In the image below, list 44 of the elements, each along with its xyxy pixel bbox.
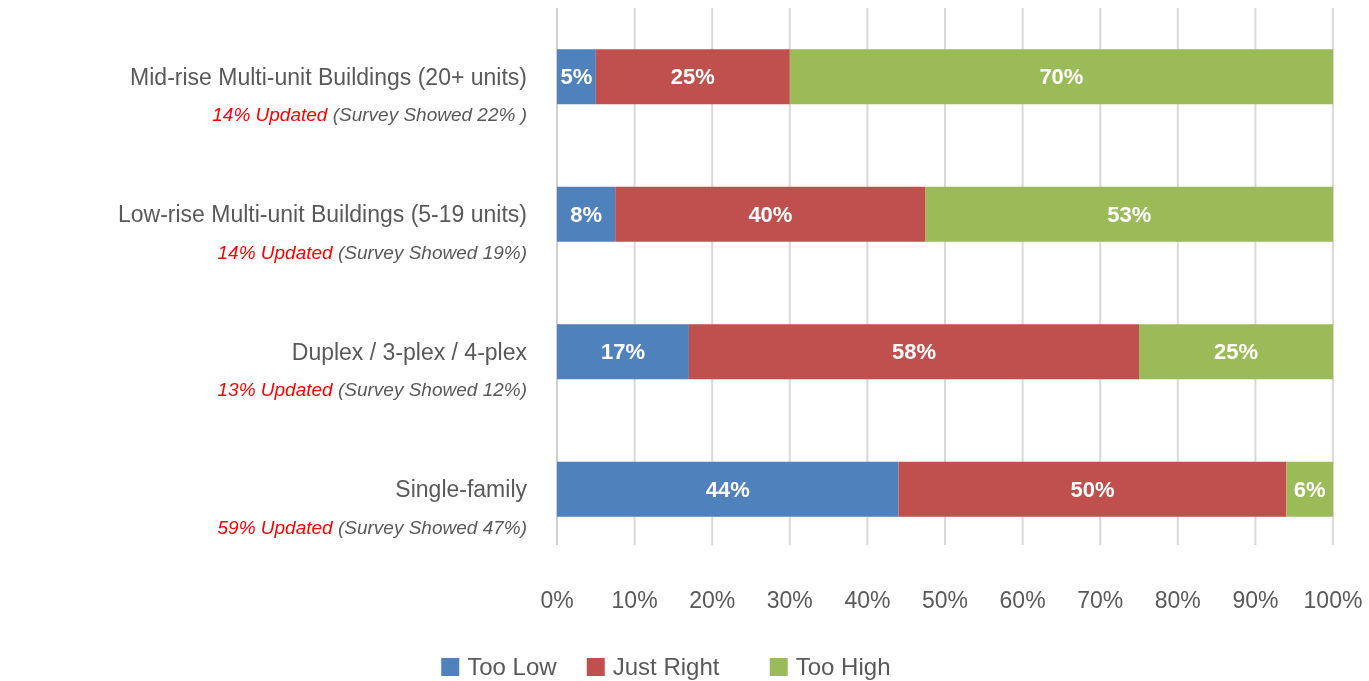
bar [595, 49, 790, 105]
x-tick-label: 50% [921, 587, 969, 614]
x-tick-label: 100% [1303, 587, 1363, 614]
data-label: 40% [748, 201, 793, 227]
data-label: 70% [1039, 64, 1084, 90]
x-tick-label: 30% [766, 587, 813, 614]
x-tick-label: 80% [1154, 587, 1201, 614]
x-tick-label: 20% [689, 587, 736, 614]
data-label: 58% [891, 339, 936, 365]
data-label: 8% [570, 201, 602, 227]
bar [789, 49, 1333, 105]
x-tick-label: 90% [1232, 587, 1279, 614]
bar [557, 186, 616, 242]
y-tick-label: Mid-rise Multi-unit Buildings (20+ units) [130, 63, 527, 90]
data-label: 50% [1070, 476, 1115, 502]
x-tick-label: 40% [844, 587, 891, 614]
data-label: 25% [1213, 339, 1259, 365]
bar [688, 324, 1139, 380]
data-label: 17% [600, 339, 645, 365]
bar [557, 324, 689, 380]
y-tick-label: Low-rise Multi-unit Buildings (5-19 units) [117, 201, 527, 228]
text: 14% Updated (Survey Showed 19%) [217, 241, 527, 263]
legend-label: Too High [795, 653, 891, 681]
x-tick-label: 60% [999, 587, 1046, 614]
text: 13% Updated (Survey Showed 12%) [217, 379, 527, 401]
data-label: 44% [705, 476, 750, 502]
y-tick-label: Duplex / 3-plex / 4-plex [291, 338, 528, 365]
bar [925, 186, 1333, 242]
legend-label: Too Low [467, 653, 558, 681]
x-tick-label: 0% [540, 587, 574, 614]
text: 59% Updated (Survey Showed 47%) [217, 516, 527, 538]
x-tick-label: 10% [611, 587, 658, 614]
data-label: 6% [1293, 476, 1326, 502]
bar [557, 461, 899, 517]
data-label: 53% [1107, 201, 1152, 227]
data-label: 5% [560, 64, 593, 90]
bar [1139, 324, 1333, 380]
data-label: 25% [670, 64, 715, 90]
x-tick-label: 70% [1077, 587, 1124, 614]
legend-label: Just Right [612, 653, 720, 681]
text: 14% Updated (Survey Showed 22% ) [212, 104, 527, 126]
bar [898, 461, 1287, 517]
bar [615, 186, 926, 242]
y-tick-label: Single-family [395, 476, 528, 503]
